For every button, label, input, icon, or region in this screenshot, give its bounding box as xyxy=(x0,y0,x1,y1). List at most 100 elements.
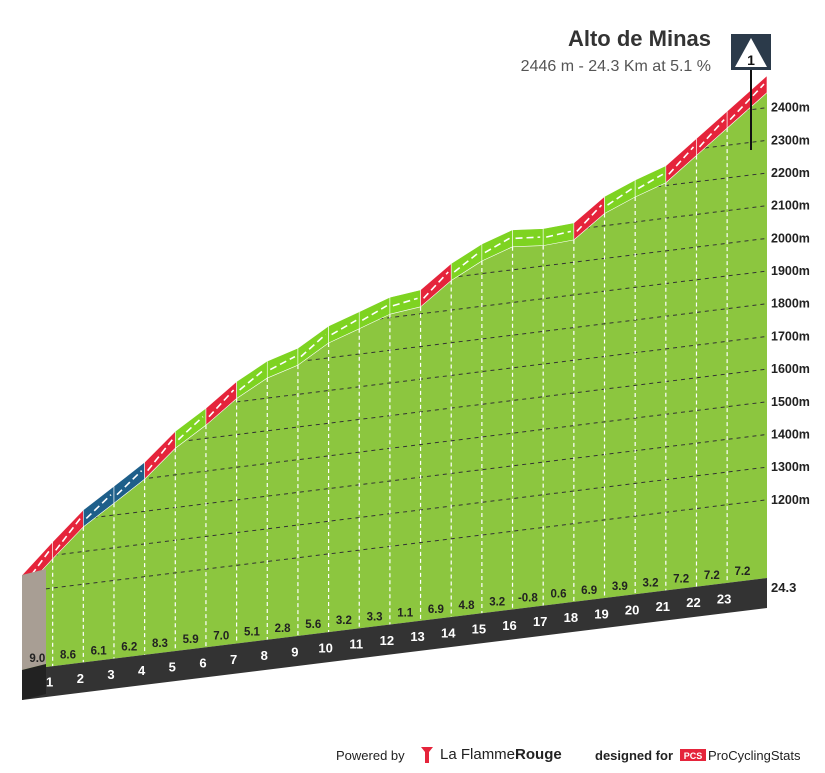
gradient-label: 7.2 xyxy=(734,566,750,578)
km-label: 4 xyxy=(138,663,146,678)
gridline xyxy=(22,401,767,495)
band-centerline xyxy=(422,271,449,299)
band-centerline xyxy=(729,83,765,121)
gridline xyxy=(22,368,767,462)
gridline xyxy=(22,466,767,560)
profile-base xyxy=(22,569,767,700)
altitude-tick-label: 1500m xyxy=(771,395,810,409)
gradient-label: -0.8 xyxy=(518,593,538,605)
profile-labels: 1200m 1300m 1400m 1500m 1600m 1700m 1800m 1900m… xyxy=(29,101,810,690)
gradient-label: 8.3 xyxy=(152,638,168,650)
km-label: 21 xyxy=(656,599,670,614)
gridline xyxy=(22,499,767,593)
km-label: 17 xyxy=(533,614,547,629)
km-label: 3 xyxy=(107,667,114,682)
gradient-label: 0.6 xyxy=(551,589,567,601)
band-centerline xyxy=(392,297,418,307)
altitude-tick-label: 1600m xyxy=(771,362,810,376)
gradient-label: 4.8 xyxy=(459,600,476,612)
band-centerline xyxy=(147,439,173,472)
gridline xyxy=(22,303,767,397)
gridline xyxy=(22,433,767,527)
km-label: 5 xyxy=(169,659,176,674)
base-slab xyxy=(22,578,767,700)
band-centerline xyxy=(361,305,388,321)
gradient-label: 3.3 xyxy=(367,611,383,623)
altitude-tick-label: 1700m xyxy=(771,329,810,343)
chart-title: Alto de Minas xyxy=(567,26,711,51)
km-label: 6 xyxy=(199,656,206,671)
band-centerline xyxy=(85,494,112,519)
altitude-tick-label: 2100m xyxy=(771,199,810,213)
pcs-logo-text: PCS xyxy=(684,751,703,761)
altitude-tick-label: 1400m xyxy=(771,427,810,441)
band-centerline xyxy=(546,230,572,238)
km-label: 16 xyxy=(502,618,516,633)
km-label: 12 xyxy=(380,633,394,648)
band-centerline xyxy=(698,119,725,148)
gridline xyxy=(22,270,767,364)
km-label: 15 xyxy=(472,622,486,637)
km-label: 8 xyxy=(261,648,268,663)
band-centerline xyxy=(208,389,235,418)
la-flamme-rouge-link[interactable]: La FlammeRouge xyxy=(440,746,562,763)
footer: Powered by La FlammeRouge designed for P… xyxy=(0,740,825,770)
km-label: 7 xyxy=(230,652,237,667)
km-label: 13 xyxy=(410,629,424,644)
gridline xyxy=(22,237,767,331)
km-label: 2 xyxy=(77,671,84,686)
summit-marker-triangle-icon xyxy=(735,38,767,67)
gradient-label: 5.1 xyxy=(244,627,261,639)
band-centerline xyxy=(55,517,81,551)
gridline xyxy=(22,205,767,299)
base-left-face xyxy=(22,569,46,670)
gradient-label: 7.0 xyxy=(213,630,229,642)
gradient-label: 7.2 xyxy=(704,570,720,582)
altitude-tick-label: 2000m xyxy=(771,231,810,245)
band-centerline xyxy=(668,146,695,175)
base-left-face-dark xyxy=(22,664,46,700)
pcs-logo-icon: PCS xyxy=(680,749,706,761)
band-centerline xyxy=(576,204,603,232)
band-centerline xyxy=(453,251,480,273)
designed-for-text: designed for xyxy=(595,748,674,763)
band-centerline xyxy=(177,416,204,441)
gridline xyxy=(22,335,767,429)
altitude-tick-label: 1300m xyxy=(771,460,810,474)
km-label: 1 xyxy=(46,675,53,690)
gradient-label: 8.6 xyxy=(60,649,76,661)
altitude-tick-label: 1800m xyxy=(771,297,810,311)
gradient-label: 6.9 xyxy=(581,585,597,597)
gradient-label: 3.2 xyxy=(489,596,505,608)
gradient-label: 7.2 xyxy=(673,574,689,586)
altitude-tick-label: 2400m xyxy=(771,101,810,115)
gradient-label: 9.0 xyxy=(29,653,45,665)
km-label: 20 xyxy=(625,603,639,618)
total-distance-label: 24.3 xyxy=(771,580,796,595)
profile-top-band xyxy=(21,74,768,593)
band-centerline xyxy=(239,368,265,391)
altitude-tick-label: 2200m xyxy=(771,166,810,180)
chart-subtitle: 2446 m - 24.3 Km at 5.1 % xyxy=(520,58,711,75)
altitude-tick-label: 2300m xyxy=(771,133,810,147)
gradient-label: 3.9 xyxy=(612,581,628,593)
gradient-label: 5.6 xyxy=(305,619,321,631)
procyclingstats-link[interactable]: ProCyclingStats xyxy=(708,748,801,763)
km-label: 18 xyxy=(564,610,578,625)
km-label: 23 xyxy=(717,591,731,606)
profile-fill xyxy=(22,92,767,670)
summit-marker-number: 1 xyxy=(747,52,755,68)
brand-light: La Flamme xyxy=(440,746,516,763)
band-centerline xyxy=(515,236,541,240)
altitude-tick-label: 1200m xyxy=(771,493,810,507)
brand-bold: Rouge xyxy=(515,746,562,763)
gradient-label: 2.8 xyxy=(275,623,292,635)
km-label: 11 xyxy=(349,637,363,652)
km-label: 9 xyxy=(291,644,298,659)
powered-by-text: Powered by xyxy=(336,748,405,763)
gradient-label: 1.1 xyxy=(397,608,414,620)
profile-chart: 1200m 1300m 1400m 1500m 1600m 1700m 1800m 1900m… xyxy=(21,34,810,700)
band-centerline xyxy=(116,470,143,496)
km-label: 19 xyxy=(594,606,608,621)
la-flamme-rouge-icon xyxy=(421,747,433,763)
